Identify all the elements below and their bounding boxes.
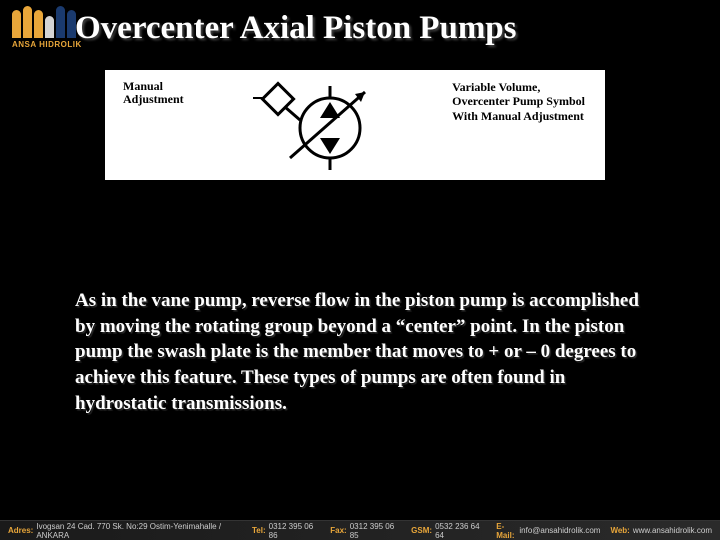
footer-web: Web: www.ansahidrolik.com bbox=[610, 526, 712, 535]
right-label-l1: Variable Volume, bbox=[452, 80, 540, 94]
footer-tel: Tel: 0312 395 06 86 bbox=[252, 522, 320, 540]
company-logo: ANSA HIDROLIK bbox=[12, 6, 102, 56]
pump-symbol-svg bbox=[245, 80, 395, 175]
left-label-l1: Manual bbox=[123, 79, 163, 93]
right-label-l2: Overcenter Pump Symbol bbox=[452, 94, 585, 108]
right-label-l3: With Manual Adjustment bbox=[452, 109, 584, 123]
footer-address: Adres: Ivogsan 24 Cad. 770 Sk. No:29 Ost… bbox=[8, 522, 242, 540]
footer-email: E-Mail: info@ansahidrolik.com bbox=[496, 522, 600, 540]
page-title: Overcenter Axial Piston Pumps bbox=[75, 10, 517, 47]
footer-bar: Adres: Ivogsan 24 Cad. 770 Sk. No:29 Ost… bbox=[0, 520, 720, 540]
pump-diagram: Manual Adjustment Variable Volume, Overc… bbox=[105, 70, 605, 180]
footer-gsm: GSM: 0532 236 64 64 bbox=[411, 522, 486, 540]
body-paragraph: As in the vane pump, reverse flow in the… bbox=[75, 288, 645, 416]
logo-bars bbox=[12, 6, 102, 38]
logo-company-name: ANSA HIDROLIK bbox=[12, 40, 102, 49]
left-label-l2: Adjustment bbox=[123, 92, 184, 106]
diagram-right-label: Variable Volume, Overcenter Pump Symbol … bbox=[452, 80, 585, 123]
diagram-left-label: Manual Adjustment bbox=[123, 80, 184, 106]
footer-fax: Fax: 0312 395 06 85 bbox=[330, 522, 401, 540]
